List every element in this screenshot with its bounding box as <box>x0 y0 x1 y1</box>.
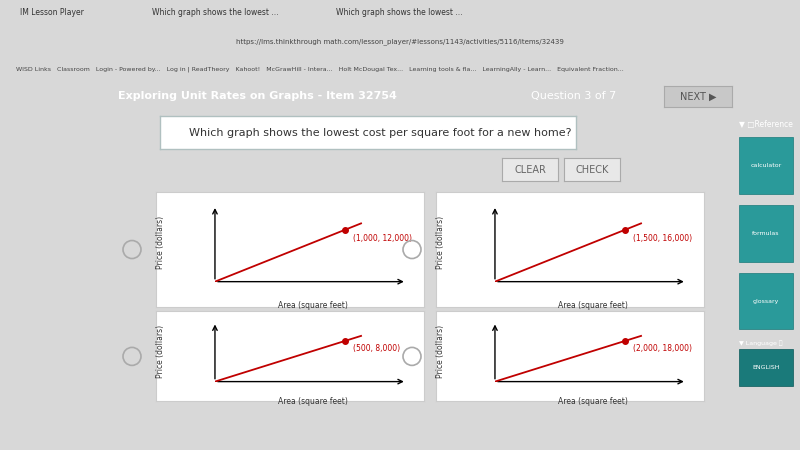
Bar <box>739 137 793 194</box>
Text: glossary: glossary <box>753 298 779 304</box>
Text: Area (square feet): Area (square feet) <box>278 397 348 406</box>
Text: Price (dollars): Price (dollars) <box>156 324 165 378</box>
Text: Question 3 of 7: Question 3 of 7 <box>531 91 617 101</box>
Text: (1,000, 12,000): (1,000, 12,000) <box>354 234 412 243</box>
Bar <box>739 205 793 261</box>
Text: Price (dollars): Price (dollars) <box>436 324 445 378</box>
Text: formulas: formulas <box>752 231 780 236</box>
Text: ENGLISH: ENGLISH <box>752 365 780 370</box>
Text: (500, 8,000): (500, 8,000) <box>354 344 400 353</box>
Bar <box>739 349 793 386</box>
Text: (1,500, 16,000): (1,500, 16,000) <box>634 234 692 243</box>
Text: (2,000, 18,000): (2,000, 18,000) <box>634 344 692 353</box>
Text: Area (square feet): Area (square feet) <box>558 397 628 406</box>
Text: calculator: calculator <box>750 163 782 168</box>
Text: Price (dollars): Price (dollars) <box>436 216 445 269</box>
Text: Which graph shows the lowest cost per square foot for a new home?: Which graph shows the lowest cost per sq… <box>189 127 572 138</box>
Text: Which graph shows the lowest ...: Which graph shows the lowest ... <box>336 8 462 17</box>
Text: ▼ Language ⓘ: ▼ Language ⓘ <box>739 341 782 346</box>
Text: Area (square feet): Area (square feet) <box>278 301 348 310</box>
Text: Exploring Unit Rates on Graphs - Item 32754: Exploring Unit Rates on Graphs - Item 32… <box>118 91 397 101</box>
Text: https://lms.thinkthrough math.com/lesson_player/#lessons/1143/activities/5116/it: https://lms.thinkthrough math.com/lesson… <box>236 39 564 45</box>
Text: Price (dollars): Price (dollars) <box>156 216 165 269</box>
Text: Area (square feet): Area (square feet) <box>558 301 628 310</box>
Text: IM Lesson Player: IM Lesson Player <box>20 8 84 17</box>
Text: WISD Links   Classroom   Login - Powered by...   Log in | ReadTheory   Kahoot!  : WISD Links Classroom Login - Powered by.… <box>16 66 624 72</box>
Text: Which graph shows the lowest ...: Which graph shows the lowest ... <box>152 8 278 17</box>
Text: CHECK: CHECK <box>575 165 609 175</box>
Text: ▼ □Reference: ▼ □Reference <box>739 120 793 129</box>
Text: NEXT ▶: NEXT ▶ <box>680 91 716 101</box>
Text: CLEAR: CLEAR <box>514 165 546 175</box>
Bar <box>739 273 793 329</box>
